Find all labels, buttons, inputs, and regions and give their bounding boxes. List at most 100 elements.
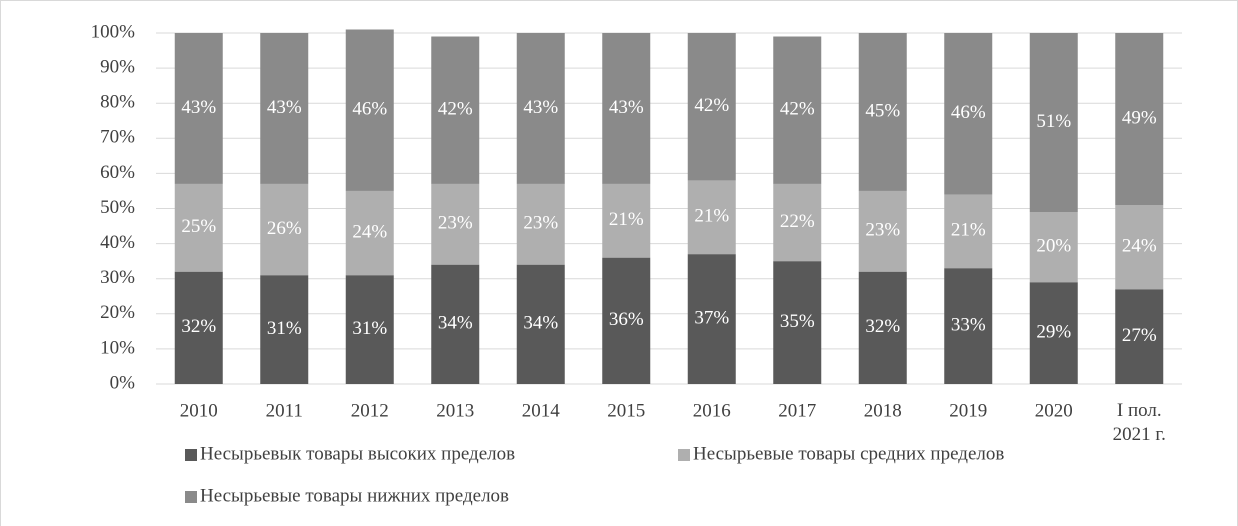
data-label: 49% xyxy=(1122,107,1157,128)
data-label: 33% xyxy=(951,314,986,335)
data-label: 34% xyxy=(438,313,473,334)
bar-segment xyxy=(431,264,480,384)
data-label: 46% xyxy=(951,102,986,123)
bar-segment xyxy=(516,183,565,265)
x-tick-label: 2014 xyxy=(522,400,561,421)
y-tick-label: 90% xyxy=(100,56,135,77)
data-label: 46% xyxy=(352,99,387,120)
bar-segment xyxy=(687,180,736,255)
data-label: 42% xyxy=(780,99,815,120)
bar-segment xyxy=(858,33,907,191)
data-label: 21% xyxy=(694,206,729,227)
bar-segment xyxy=(602,33,651,184)
data-label: 21% xyxy=(609,209,644,230)
bar-segment xyxy=(1029,212,1078,283)
data-label: 36% xyxy=(609,309,644,330)
y-tick-label: 80% xyxy=(100,92,135,113)
bar-segment xyxy=(431,36,480,184)
x-tick-label-line: I пол. xyxy=(1117,400,1162,421)
data-label: 24% xyxy=(1122,235,1157,256)
bar-segment xyxy=(1029,33,1078,213)
x-tick-label: 2015 xyxy=(607,400,645,421)
bar-segment xyxy=(260,33,309,184)
y-tick-label: 10% xyxy=(100,337,135,358)
data-label: 23% xyxy=(865,220,900,241)
x-tick-label: 2020 xyxy=(1035,400,1073,421)
bar-segment xyxy=(345,29,394,191)
data-label: 31% xyxy=(267,318,302,339)
bar-segment xyxy=(773,183,822,262)
bar-segment xyxy=(602,183,651,258)
data-label: 43% xyxy=(181,97,216,118)
data-label: 23% xyxy=(438,213,473,234)
data-label: 25% xyxy=(181,216,216,237)
y-tick-label: 100% xyxy=(91,21,136,42)
bar-segment xyxy=(687,33,736,181)
bar-segment xyxy=(516,33,565,184)
x-tick-label: 2016 xyxy=(693,400,731,421)
bar-segment xyxy=(174,183,223,272)
x-tick-label: I пол. 2021 г. xyxy=(1113,400,1166,445)
data-label: 20% xyxy=(1036,235,1071,256)
data-label: 42% xyxy=(694,95,729,116)
x-tick-label: 2012 xyxy=(351,400,389,421)
bar-segment xyxy=(944,33,993,195)
data-label: 23% xyxy=(523,213,558,234)
data-label: 43% xyxy=(267,97,302,118)
y-tick-label: 30% xyxy=(100,267,135,288)
data-label: 37% xyxy=(694,307,729,328)
data-label: 42% xyxy=(438,99,473,120)
bar-segment xyxy=(944,194,993,269)
bar-segment xyxy=(1115,289,1164,384)
legend-label: Несырьевые товары средних пределов xyxy=(693,443,1004,464)
x-tick-label: 2013 xyxy=(436,400,474,421)
y-tick-label: 20% xyxy=(100,302,135,323)
bar-segment xyxy=(602,257,651,384)
data-label: 45% xyxy=(865,100,900,121)
bar-segment xyxy=(345,190,394,276)
legend-swatch xyxy=(185,491,197,503)
x-tick-label-line: 2021 г. xyxy=(1113,424,1166,445)
bar-segment xyxy=(858,190,907,272)
bar-segment xyxy=(431,183,480,265)
bar-segment xyxy=(260,183,309,276)
data-label: 31% xyxy=(352,318,387,339)
data-label: 24% xyxy=(352,221,387,242)
x-tick-label: 2010 xyxy=(180,400,218,421)
y-tick-label: 40% xyxy=(100,232,135,253)
bar-segment xyxy=(687,254,736,384)
data-label: 43% xyxy=(609,97,644,118)
y-tick-label: 50% xyxy=(100,197,135,218)
bar-segment xyxy=(260,275,309,384)
data-label: 27% xyxy=(1122,325,1157,346)
data-label: 26% xyxy=(267,218,302,239)
legend-swatch xyxy=(185,449,197,461)
data-label: 21% xyxy=(951,220,986,241)
bar-segment xyxy=(858,271,907,384)
data-label: 34% xyxy=(523,313,558,334)
data-label: 22% xyxy=(780,211,815,232)
data-label: 51% xyxy=(1036,111,1071,132)
x-tick-label: 2011 xyxy=(266,400,303,421)
bar-segment xyxy=(174,33,223,184)
x-tick-label: 2019 xyxy=(949,400,987,421)
y-tick-label: 60% xyxy=(100,162,135,183)
bar-segment xyxy=(944,268,993,384)
bar-segment xyxy=(345,275,394,384)
bar-segment xyxy=(1115,33,1164,205)
legend-swatch xyxy=(678,449,690,461)
data-label: 32% xyxy=(865,316,900,337)
bar-segment xyxy=(174,271,223,384)
data-label: 32% xyxy=(181,316,216,337)
bar-segment xyxy=(773,36,822,184)
bar-segment xyxy=(773,261,822,384)
bar-segment xyxy=(1115,204,1164,290)
x-tick-label: 2018 xyxy=(864,400,902,421)
legend-label: Несырьевык товары высоких пределов xyxy=(200,443,515,464)
x-tick-label: 2017 xyxy=(778,400,816,421)
bar-segment xyxy=(516,264,565,384)
y-tick-label: 0% xyxy=(110,372,136,393)
data-label: 35% xyxy=(780,311,815,332)
data-label: 43% xyxy=(523,97,558,118)
